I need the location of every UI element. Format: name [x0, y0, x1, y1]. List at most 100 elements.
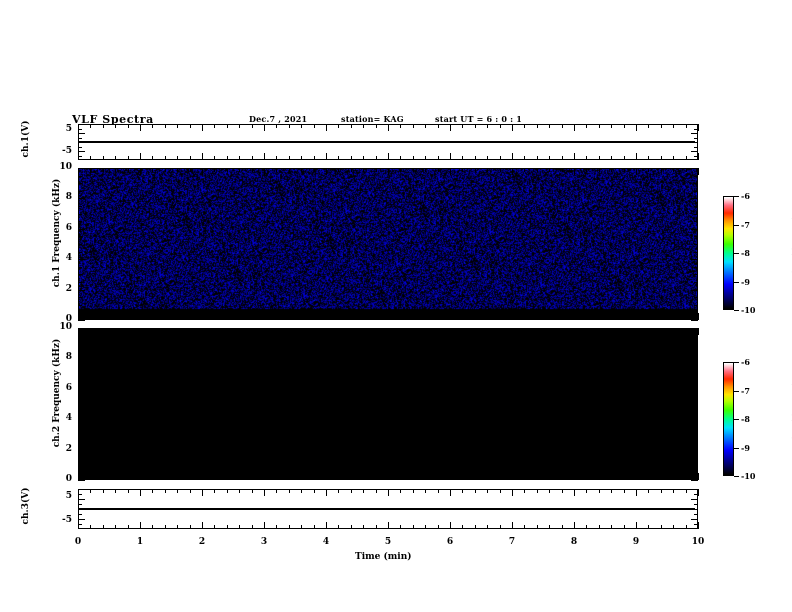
panel1-xtick-top-46 — [648, 124, 649, 128]
panel4-ytick-right--2.5 — [694, 514, 698, 515]
panel3-xtick-bottom-13 — [239, 476, 240, 480]
time-xtick-label-9: 9 — [632, 537, 640, 547]
panel4-ytick-left-5 — [78, 499, 85, 500]
panel2-ytick-left-2.5 — [78, 282, 82, 283]
panel3-xtick-top-26 — [400, 328, 401, 332]
panel4-xtick-bottom-27 — [413, 525, 414, 529]
panel3-ytick-right-5.5 — [694, 396, 698, 397]
panel3-xtick-top-43 — [611, 328, 612, 332]
panel1-xtick-bottom-41 — [586, 156, 587, 160]
ch2-spectrogram-image — [79, 329, 697, 479]
panel2-xtick-top-30 — [450, 168, 451, 175]
panel3-ytick-right-2 — [691, 450, 698, 451]
panel1-xtick-top-20 — [326, 124, 327, 131]
colorbar-2-tick-label-1: -7 — [741, 385, 750, 396]
panel4-xtick-top-4 — [128, 489, 129, 493]
time-xtick-label-7: 7 — [508, 537, 516, 547]
panel2-xtick-top-39 — [562, 168, 563, 172]
panel3-xtick-top-1 — [90, 328, 91, 332]
panel1-xtick-top-21 — [338, 124, 339, 128]
panel2-xtick-top-36 — [524, 168, 525, 172]
panel4-xtick-top-1 — [90, 489, 91, 493]
colorbar-2-tick-label-0: -6 — [741, 357, 750, 367]
panel3-xtick-top-12 — [227, 328, 228, 332]
panel2-ytick-label-5: 10 — [59, 162, 72, 172]
panel2-xtick-bottom-10 — [202, 313, 203, 320]
panel4-xtick-top-42 — [599, 489, 600, 493]
ch3-ytick-label-0: 5 — [65, 491, 72, 501]
panel3-xtick-top-13 — [239, 328, 240, 332]
panel2-xtick-top-26 — [400, 168, 401, 172]
panel4-xtick-bottom-12 — [227, 525, 228, 529]
panel1-xtick-top-5 — [140, 124, 141, 131]
panel4-xtick-bottom-44 — [624, 525, 625, 529]
panel3-xtick-bottom-12 — [227, 476, 228, 480]
panel4-xtick-top-2 — [103, 489, 104, 493]
panel2-xtick-top-33 — [487, 168, 488, 172]
panel2-xtick-bottom-31 — [462, 316, 463, 320]
panel4-xtick-top-15 — [264, 489, 265, 496]
panel2-ytick-left-6 — [78, 229, 85, 230]
panel3-xtick-bottom-37 — [537, 476, 538, 480]
panel2-ytick-left-9 — [78, 183, 82, 184]
panel4-xtick-top-27 — [413, 489, 414, 493]
panel3-xtick-top-23 — [363, 328, 364, 332]
time-xtick-label-10: 10 — [691, 537, 705, 547]
panel3-ytick-right-7.5 — [694, 366, 698, 367]
panel2-xtick-top-50 — [698, 168, 699, 175]
panel1-xtick-bottom-12 — [227, 156, 228, 160]
panel2-xtick-top-31 — [462, 168, 463, 172]
panel4-xtick-bottom-15 — [264, 522, 265, 529]
panel1-xtick-top-1 — [90, 124, 91, 128]
panel4-ytick-right--7.5 — [694, 524, 698, 525]
time-xtick-label-4: 4 — [322, 537, 330, 547]
panel3-ytick-left-3.5 — [78, 427, 82, 428]
panel1-xtick-top-14 — [252, 124, 253, 128]
time-axis-label: Time (min) — [355, 552, 412, 562]
panel3-xtick-top-10 — [202, 328, 203, 335]
panel2-xtick-bottom-6 — [152, 316, 153, 320]
panel3-xtick-top-47 — [661, 328, 662, 332]
panel1-xtick-bottom-2 — [103, 156, 104, 160]
panel3-xtick-bottom-11 — [214, 476, 215, 480]
panel3-xtick-bottom-45 — [636, 473, 637, 480]
time-xtick-label-1: 1 — [136, 537, 144, 547]
panel4-xtick-top-37 — [537, 489, 538, 493]
ch3-ytick-label-1: -5 — [62, 515, 72, 525]
panel2-xtick-top-29 — [438, 168, 439, 172]
panel2-ytick-right-8.5 — [694, 191, 698, 192]
panel3-ytick-right-3.5 — [694, 427, 698, 428]
panel4-xtick-bottom-39 — [562, 525, 563, 529]
panel1-xtick-bottom-34 — [500, 156, 501, 160]
panel4-xtick-bottom-3 — [115, 525, 116, 529]
panel4-xtick-top-31 — [462, 489, 463, 493]
panel1-xtick-top-17 — [289, 124, 290, 128]
panel4-xtick-bottom-13 — [239, 525, 240, 529]
colorbar-2-tick-label-4: -10 — [741, 471, 756, 481]
panel4-xtick-bottom-42 — [599, 525, 600, 529]
panel1-ytick-right-0 — [694, 142, 698, 143]
panel2-xtick-top-17 — [289, 168, 290, 172]
panel1-xtick-bottom-35 — [512, 153, 513, 160]
panel4-xtick-bottom-5 — [140, 522, 141, 529]
panel2-xtick-bottom-19 — [314, 316, 315, 320]
panel3-xtick-top-48 — [673, 328, 674, 332]
panel1-xtick-top-26 — [400, 124, 401, 128]
panel4-xtick-top-35 — [512, 489, 513, 496]
panel4-xtick-bottom-47 — [661, 525, 662, 529]
panel1-xtick-top-23 — [363, 124, 364, 128]
panel3-ytick-label-4: 8 — [65, 352, 72, 363]
panel1-xtick-bottom-6 — [152, 156, 153, 160]
panel1-xtick-bottom-15 — [264, 153, 265, 160]
panel1-ytick-left-0 — [78, 142, 82, 143]
panel2-ytick-left-3 — [78, 274, 82, 275]
panel3-ytick-right-8.5 — [694, 351, 698, 352]
panel4-xtick-bottom-6 — [152, 525, 153, 529]
panel4-xtick-bottom-29 — [438, 525, 439, 529]
panel2-xtick-bottom-36 — [524, 316, 525, 320]
panel3-xtick-top-14 — [252, 328, 253, 332]
panel3-xtick-bottom-48 — [673, 476, 674, 480]
panel3-xtick-top-22 — [351, 328, 352, 332]
panel3-ytick-left-8 — [78, 358, 85, 359]
panel4-xtick-top-28 — [425, 489, 426, 493]
